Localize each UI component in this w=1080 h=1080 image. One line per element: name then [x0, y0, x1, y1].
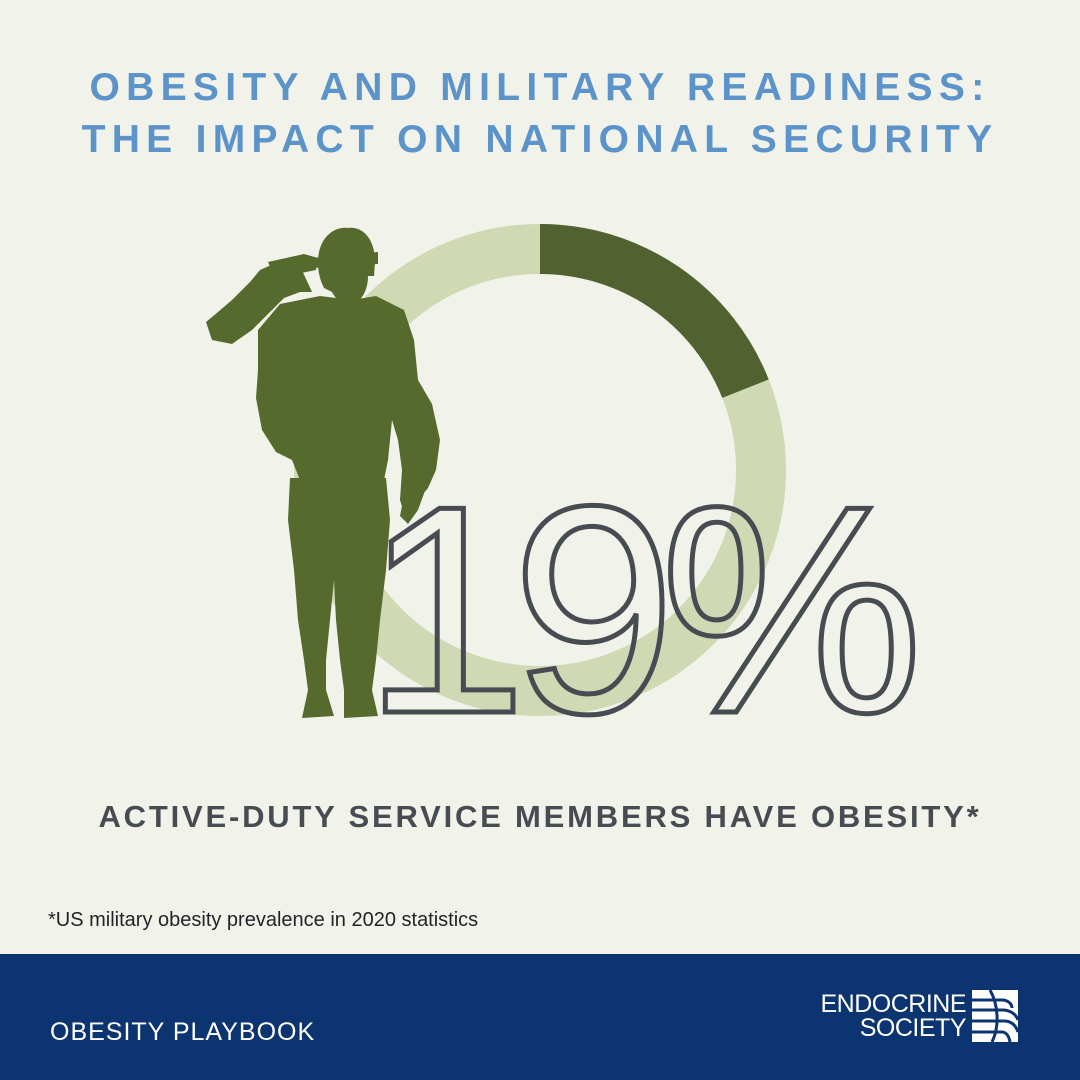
title-line-1: OBESITY AND MILITARY READINESS:: [89, 66, 991, 109]
donut-filled-arc: [539, 224, 769, 399]
footer-bar: OBESITY PLAYBOOK ENDOCRINE SOCIETY: [0, 954, 1080, 1080]
saluting-soldier-icon: [206, 227, 440, 718]
footer-label: OBESITY PLAYBOOK: [50, 1018, 316, 1046]
logo-text: ENDOCRINE SOCIETY: [820, 990, 967, 1042]
title-line-2: THE IMPACT ON NATIONAL SECURITY: [81, 118, 999, 161]
stat-number: 19%: [363, 444, 915, 775]
logo-line-2: SOCIETY: [859, 1014, 967, 1042]
footnote: *US military obesity prevalence in 2020 …: [48, 909, 479, 931]
page-title: OBESITY AND MILITARY READINESS: THE IMPA…: [0, 62, 1080, 166]
endocrine-society-logo: ENDOCRINE SOCIETY: [820, 990, 1018, 1042]
endocrine-society-logo-mark-icon: [972, 990, 1018, 1042]
logo-line-1: ENDOCRINE: [820, 990, 966, 1018]
stat-caption: ACTIVE-DUTY SERVICE MEMBERS HAVE OBESITY…: [98, 799, 982, 834]
